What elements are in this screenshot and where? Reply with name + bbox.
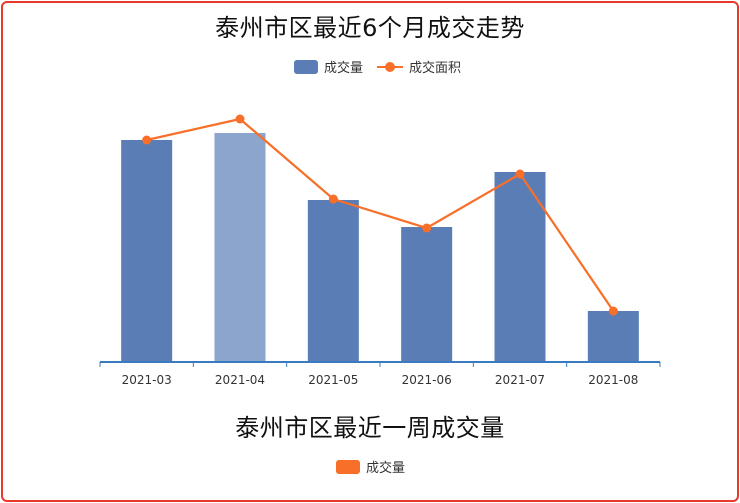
bar-2021-04[interactable] bbox=[214, 133, 266, 362]
x-tick-label: 2021-06 bbox=[402, 373, 452, 387]
bar-2021-05[interactable] bbox=[307, 200, 359, 362]
legend-label-weekly-volume[interactable]: 成交量 bbox=[366, 461, 406, 476]
x-tick-label: 2021-04 bbox=[215, 373, 265, 387]
bar-2021-03[interactable] bbox=[121, 140, 173, 362]
legend-swatch-weekly-volume bbox=[336, 459, 360, 474]
legend-weekly[interactable]: 成交量 bbox=[336, 457, 405, 476]
line-point-2021-04[interactable] bbox=[235, 114, 245, 124]
legend-swatch-volume bbox=[294, 59, 318, 74]
legend-label-area[interactable]: 成交面积 bbox=[409, 61, 462, 76]
bar-2021-07[interactable] bbox=[494, 172, 546, 362]
line-point-2021-03[interactable] bbox=[142, 135, 152, 145]
bar-2021-06[interactable] bbox=[401, 227, 453, 362]
legend-label-volume[interactable]: 成交量 bbox=[324, 61, 364, 76]
legend-swatch-area bbox=[377, 60, 404, 74]
x-tick-label: 2021-03 bbox=[122, 373, 172, 387]
chart-title-monthly: 泰州市区最近6个月成交走势 bbox=[215, 14, 525, 42]
line-point-2021-07[interactable] bbox=[515, 169, 525, 179]
x-tick-label: 2021-05 bbox=[308, 373, 358, 387]
line-point-2021-05[interactable] bbox=[328, 194, 338, 204]
chart-title-weekly: 泰州市区最近一周成交量 bbox=[235, 414, 505, 442]
line-point-2021-06[interactable] bbox=[422, 223, 432, 233]
bar-2021-08[interactable] bbox=[587, 311, 639, 362]
line-series-area bbox=[146, 117, 615, 312]
legend-monthly[interactable]: 成交量 成交面积 bbox=[294, 57, 461, 76]
x-tick-label: 2021-08 bbox=[588, 373, 638, 387]
line-point-2021-08[interactable] bbox=[608, 306, 618, 316]
x-tick-label: 2021-07 bbox=[495, 373, 545, 387]
